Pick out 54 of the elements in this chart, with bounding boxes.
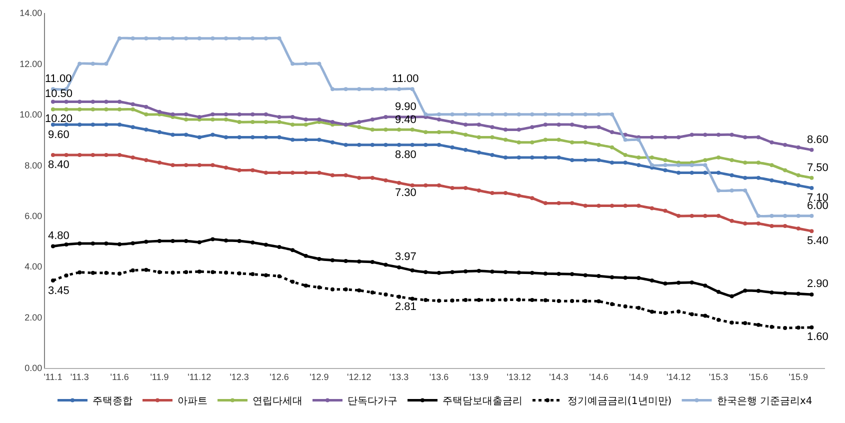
data-label: 6.00 [807,200,828,212]
data-label: 8.80 [395,149,416,161]
x-tick-label: '15.9 [788,372,808,382]
y-tick-label: 10.00 [20,110,42,120]
y-tick-label: 4.00 [24,262,42,272]
data-label: 8.40 [48,159,70,171]
x-tick-label: '14.9 [629,372,648,382]
data-label: 1.60 [807,331,828,343]
legend-label: 아파트 [178,396,208,408]
data-label: 10.50 [45,88,73,100]
legend-label: 정기예금금리(1년미만) [568,396,672,408]
x-tick-label: '14.3 [549,372,568,382]
data-label: 5.40 [807,235,828,247]
x-tick-label: '11.3 [70,372,89,382]
x-tick-label: '13.3 [389,372,409,382]
legend-label: 한국은행 기준금리x4 [716,396,812,408]
legend-label: 주택종합 [92,396,132,408]
data-label: 11.00 [392,73,419,85]
legend-label: 단독다가구 [348,396,398,408]
data-label: 11.00 [45,73,72,85]
x-tick-label: '11.12 [188,372,212,382]
y-tick-label: 8.00 [24,160,42,170]
data-label: 9.90 [395,101,416,113]
data-label: 10.20 [45,113,73,125]
data-label: 7.50 [807,162,828,174]
data-label: 7.30 [395,187,416,199]
x-tick-label: '12.3 [230,372,249,382]
x-tick-label: '11.9 [150,372,169,382]
legend-label: 연립다세대 [252,396,302,408]
x-tick-label: '13.12 [506,372,531,382]
x-tick-label: '11.1 [44,372,62,382]
x-tick-label: '14.6 [589,372,608,382]
data-label: 2.90 [807,278,828,290]
x-tick-label: '12.12 [347,372,372,382]
data-label: 2.81 [395,301,416,313]
y-tick-label: 0.00 [24,363,42,374]
y-tick-label: 14.00 [20,8,42,18]
x-tick-label: '11.6 [110,372,129,382]
data-label: 8.60 [807,134,828,146]
data-label: 3.97 [395,251,416,263]
x-tick-label: '12.9 [310,372,329,382]
x-tick-label: '14.12 [666,372,691,382]
x-tick-label: '12.6 [270,372,289,382]
y-tick-label: 2.00 [24,312,42,322]
data-label: 9.60 [48,129,70,141]
x-tick-label: '13.6 [429,372,449,382]
data-label: 3.45 [48,285,70,297]
x-tick-label: '13.9 [469,372,489,382]
y-tick-label: 6.00 [24,211,42,222]
y-tick-label: 12.00 [20,58,42,69]
legend-label: 주택담보대출금리 [442,396,522,408]
data-label: 4.80 [48,230,70,242]
x-tick-label: '15.3 [708,372,728,382]
x-tick-label: '15.6 [748,372,768,382]
